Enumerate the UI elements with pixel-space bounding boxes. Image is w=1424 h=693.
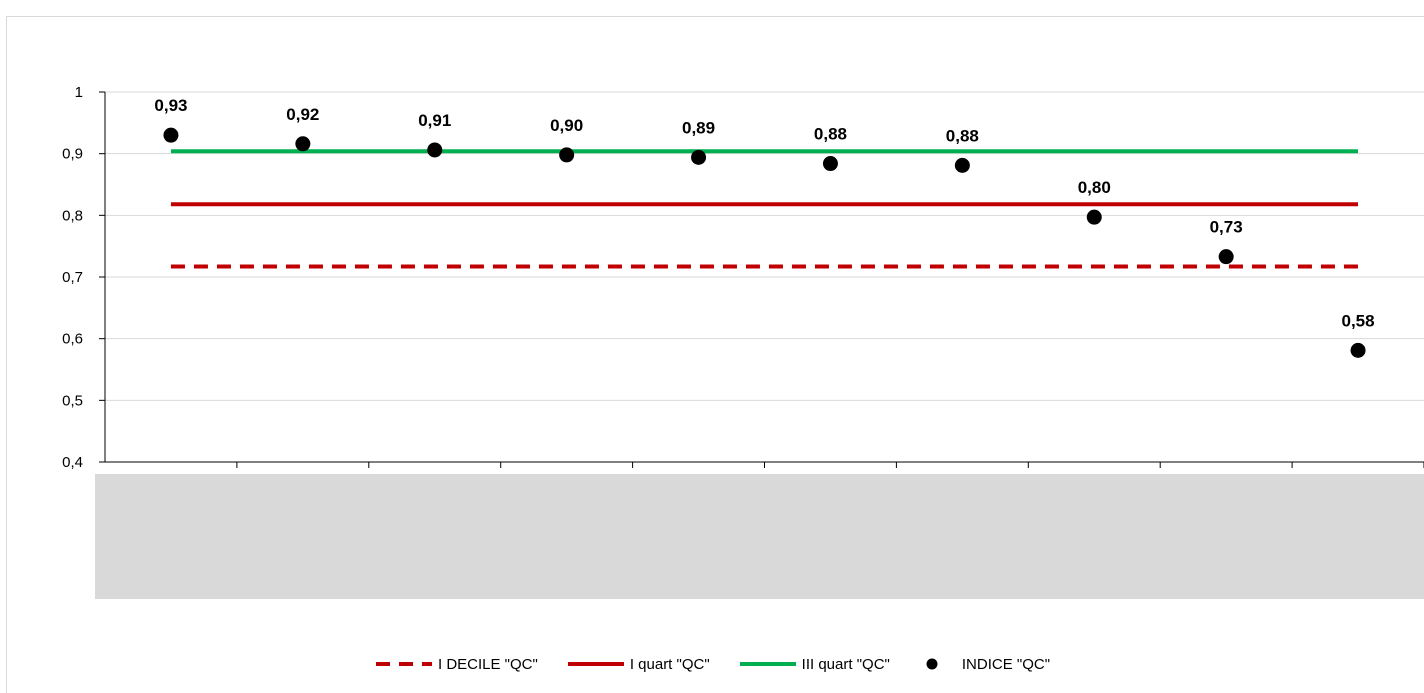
data-label: 0,88: [814, 125, 847, 144]
y-tick-label: 0,9: [62, 146, 83, 163]
chart-frame: [6, 16, 1424, 693]
legend-swatch: [926, 658, 938, 670]
data-label: 0,88: [946, 126, 979, 145]
reference-lines: [170, 149, 1359, 269]
index-points: [163, 127, 1366, 358]
index-point: [1218, 249, 1234, 265]
axes: [99, 91, 1424, 468]
data-label: 0,80: [1078, 178, 1111, 197]
y-tick-label: 1: [75, 84, 83, 101]
gridlines: [105, 91, 1424, 401]
y-tick-label: 0,6: [62, 331, 83, 348]
data-label: 0,58: [1342, 311, 1375, 330]
legend: I DECILE "QC" I quart "QC" III quart "QC" I…: [0, 652, 1424, 676]
legend-swatch: [375, 662, 432, 666]
legend-swatch: [739, 662, 796, 666]
data-label: 0,93: [154, 96, 187, 115]
data-label: 0,89: [682, 118, 715, 137]
data-label: 0,90: [550, 116, 583, 135]
index-point: [954, 157, 970, 173]
index-point: [822, 156, 838, 172]
legend-swatch: [567, 662, 624, 666]
index-point: [427, 142, 443, 158]
index-point: [295, 136, 311, 152]
y-tick-label: 0,4: [62, 454, 83, 471]
legend-item: INDICE "QC": [918, 656, 1050, 673]
data-label: 0,91: [418, 111, 451, 130]
legend-item: I quart "QC": [566, 656, 710, 673]
legend-label: I quart "QC": [629, 655, 710, 673]
y-tick-label: 0,5: [62, 392, 83, 409]
index-point: [163, 127, 179, 143]
category-label-band: [95, 474, 1424, 599]
data-label: 0,73: [1210, 218, 1243, 237]
y-tick-label: 0,7: [62, 269, 83, 286]
data-label: 0,92: [286, 105, 319, 124]
legend-item: I DECILE "QC": [374, 656, 538, 673]
legend-label: I DECILE "QC": [437, 655, 538, 673]
index-point: [1350, 342, 1366, 358]
legend-label: III quart "QC": [801, 655, 890, 673]
index-point: [691, 149, 707, 165]
y-tick-labels: 0,4 0,5 0,6 0,7 0,8 0,9 1: [62, 84, 83, 471]
legend-label: INDICE "QC": [961, 655, 1051, 673]
y-tick-label: 0,8: [62, 207, 83, 224]
legend-item: III quart "QC": [738, 656, 890, 673]
index-point: [1086, 209, 1102, 225]
index-point: [559, 147, 575, 163]
data-labels: 0,93 0,92 0,91 0,90 0,89 0,88 0,88 0,80 0,73 0,58: [154, 96, 1374, 330]
